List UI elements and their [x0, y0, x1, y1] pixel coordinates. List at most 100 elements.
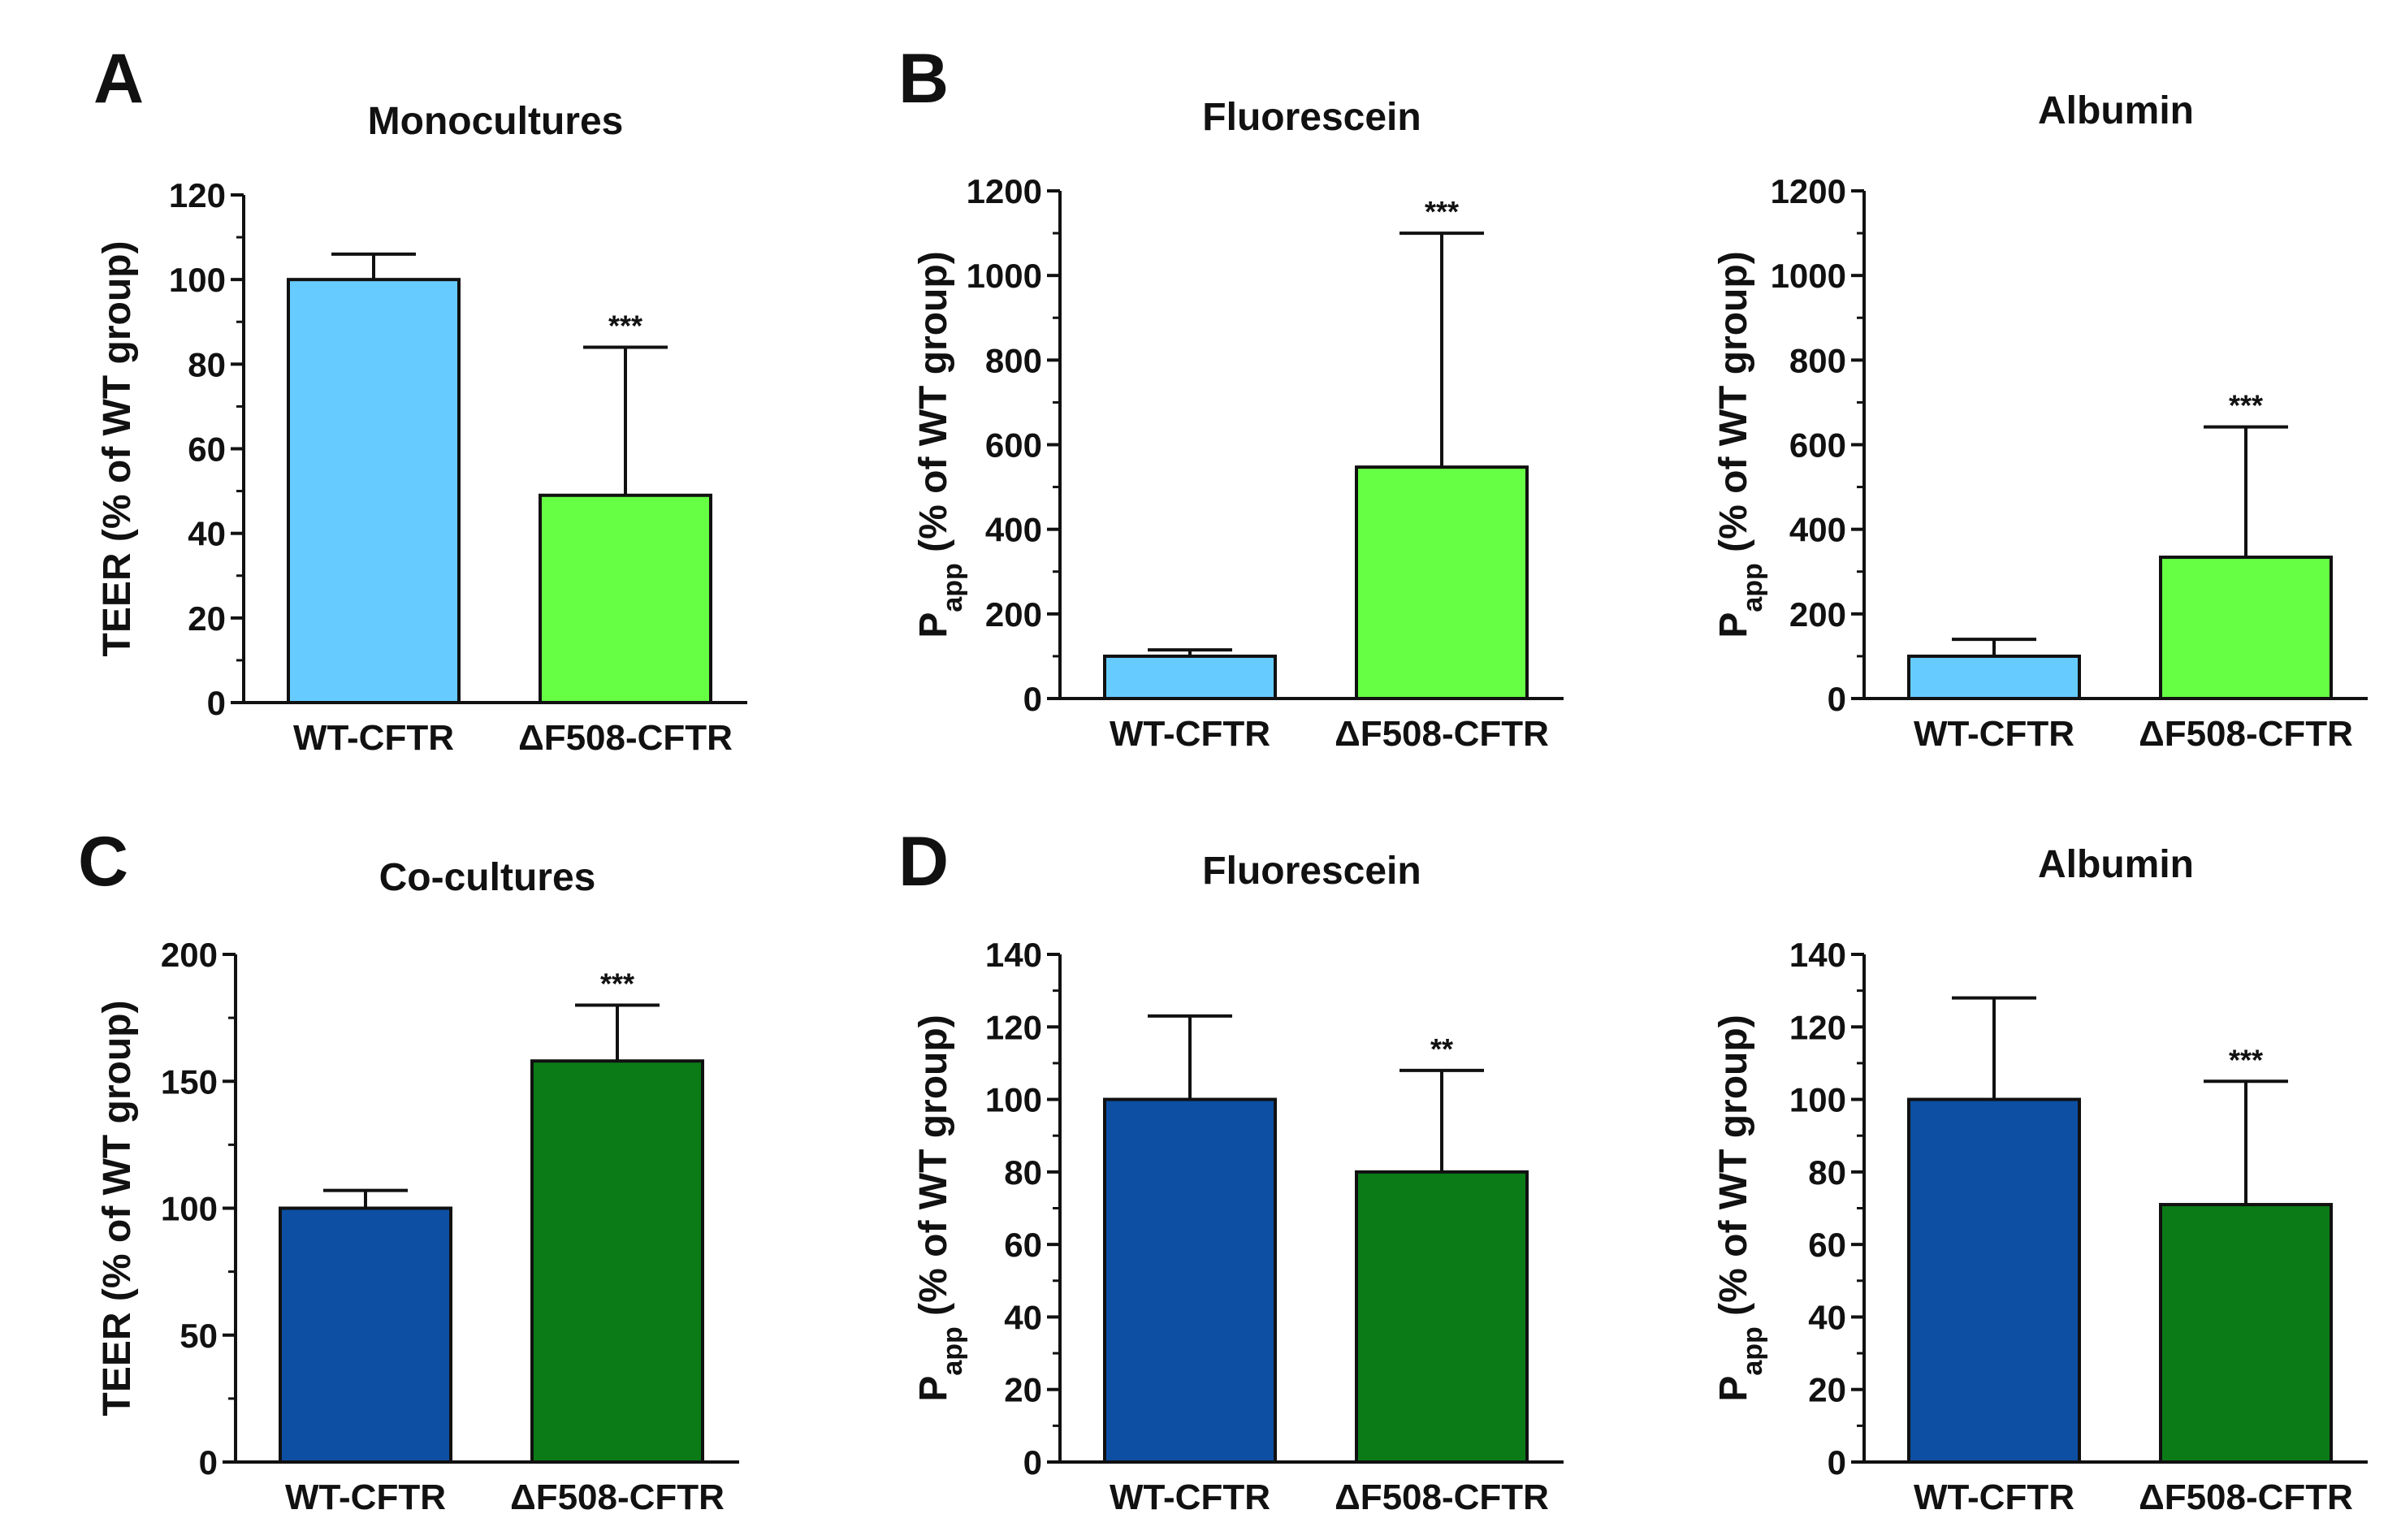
y-axis-label: Papp (% of WT group): [1712, 1014, 1768, 1401]
y-axis-label-main: P: [1712, 612, 1755, 638]
panel-letter-c: C: [78, 823, 129, 901]
y-axis-label-sub: app: [937, 1326, 968, 1375]
bar: [530, 1059, 704, 1464]
y-tick-label: 1000: [967, 257, 1042, 295]
y-tick-label: 100: [161, 1190, 218, 1228]
x-category-label: ΔF508-CFTR: [1335, 1477, 1549, 1517]
y-tick-label: 120: [1789, 1008, 1846, 1046]
y-tick-label: 140: [1789, 936, 1846, 974]
y-axis-label-rest: (% of WT group): [1712, 251, 1755, 563]
x-category-label: ΔF508-CFTR: [1335, 714, 1549, 754]
x-category-label: WT-CFTR: [293, 718, 454, 758]
panel-letter-b: B: [898, 40, 950, 118]
y-tick-label: 60: [1808, 1226, 1846, 1264]
y-tick-label: 140: [985, 936, 1042, 974]
y-tick-label: 40: [188, 515, 226, 553]
y-tick-label: 20: [1004, 1371, 1042, 1409]
y-tick-label: 0: [1023, 680, 1042, 718]
y-tick-label: 100: [985, 1081, 1042, 1119]
y-tick-label: 400: [1789, 511, 1846, 549]
y-axis-label-rest: (% of WT group): [912, 1014, 955, 1326]
bar: [1907, 654, 2081, 701]
x-category-label: ΔF508-CFTR: [2139, 714, 2353, 754]
chart-fluorescein-cocultures: Fluorescein 0 20 40 60 80 100 120 140 Papp (% of …: [912, 850, 1564, 1517]
y-tick-label: 600: [1789, 426, 1846, 465]
y-tick-label: 20: [188, 599, 226, 638]
panel-letter-a: A: [93, 40, 145, 118]
x-category-label: WT-CFTR: [285, 1477, 446, 1517]
chart-albumin-cocultures: Albumin 0 20 40 60 80 100 120 140 Papp (% of WT g…: [1712, 843, 2368, 1517]
x-category-label: WT-CFTR: [1914, 1477, 2074, 1517]
y-tick-label: 1000: [1771, 257, 1846, 295]
y-tick-label: 0: [199, 1443, 218, 1482]
significance-label: ***: [608, 309, 642, 343]
bar: [1103, 654, 1277, 701]
chart-title: Fluorescein: [1202, 850, 1421, 893]
bar: [539, 493, 712, 705]
significance-label: ***: [600, 967, 634, 1001]
bar: [2159, 1203, 2333, 1464]
chart-title: Albumin: [2038, 843, 2194, 886]
y-tick-label: 100: [169, 261, 226, 299]
y-tick-label: 200: [161, 936, 218, 974]
significance-label: ***: [2229, 389, 2263, 422]
y-tick-label: 120: [169, 176, 226, 214]
x-category-label: WT-CFTR: [1110, 1477, 1270, 1517]
y-axis-label-sub: app: [1737, 563, 1768, 612]
y-tick-label: 80: [1004, 1153, 1042, 1192]
y-tick-label: 20: [1808, 1371, 1846, 1409]
bar: [2159, 556, 2333, 701]
y-tick-label: 80: [1808, 1153, 1846, 1192]
y-axis-label-sub: app: [937, 563, 968, 612]
y-axis-label: Papp (% of WT group): [912, 251, 968, 638]
y-axis-label-main: P: [912, 1376, 955, 1402]
y-tick-label: 1200: [1771, 172, 1846, 210]
y-tick-label: 200: [985, 595, 1042, 634]
chart-title: Albumin: [2038, 89, 2194, 132]
y-tick-label: 120: [985, 1008, 1042, 1046]
y-axis-label-rest: (% of WT group): [912, 251, 955, 563]
chart-albumin-monocultures: Albumin 0 200 400 600 800 1000 1200 Papp (% of W…: [1712, 89, 2368, 754]
y-tick-label: 400: [985, 511, 1042, 549]
chart-title: Co-cultures: [379, 856, 596, 899]
significance-label: **: [1430, 1032, 1453, 1066]
y-tick-label: 40: [1004, 1298, 1042, 1336]
bar: [1907, 1097, 2081, 1464]
y-tick-label: 0: [207, 684, 226, 722]
y-tick-label: 0: [1828, 680, 1846, 718]
chart-cocultures-teer: Co-cultures 0 50 100 150 200 TEER (% of WT gro…: [96, 856, 739, 1517]
chart-title: Monocultures: [368, 100, 624, 143]
bar: [287, 278, 461, 704]
y-tick-label: 40: [1808, 1298, 1846, 1336]
y-tick-label: 80: [188, 345, 226, 383]
y-axis-label-main: P: [1712, 1376, 1755, 1402]
y-axis-label: TEER (% of WT group): [96, 1001, 139, 1417]
y-tick-label: 1200: [967, 172, 1042, 210]
y-axis-label-sub: app: [1737, 1326, 1768, 1375]
y-tick-label: 0: [1828, 1443, 1846, 1482]
chart-title: Fluorescein: [1202, 96, 1421, 139]
x-category-label: WT-CFTR: [1914, 714, 2074, 754]
y-tick-label: 200: [1789, 595, 1846, 634]
chart-fluorescein-monocultures: Fluorescein 0 200 400 600 800 1000 1200 Papp (% …: [912, 96, 1564, 754]
chart-monocultures-teer: Monocultures 0 20 40 60 80 100 120 TEER (% of WT…: [96, 100, 747, 758]
y-axis-label: TEER (% of WT group): [96, 241, 139, 657]
x-category-label: WT-CFTR: [1110, 714, 1270, 754]
significance-label: ***: [1425, 195, 1459, 228]
bar: [1355, 465, 1529, 701]
y-tick-label: 0: [1023, 1443, 1042, 1482]
y-tick-label: 600: [985, 426, 1042, 465]
y-tick-label: 60: [1004, 1226, 1042, 1264]
x-category-label: ΔF508-CFTR: [518, 718, 733, 758]
x-category-label: ΔF508-CFTR: [510, 1477, 725, 1517]
y-tick-label: 50: [180, 1317, 218, 1355]
panel-letter-d: D: [898, 823, 950, 901]
x-category-label: ΔF508-CFTR: [2139, 1477, 2353, 1517]
y-axis-label: Papp (% of WT group): [912, 1014, 968, 1401]
y-tick-label: 60: [188, 430, 226, 469]
bar: [1355, 1170, 1529, 1464]
y-axis-label-main: P: [912, 612, 955, 638]
y-tick-label: 100: [1789, 1081, 1846, 1119]
y-tick-label: 150: [161, 1062, 218, 1101]
y-tick-label: 800: [985, 341, 1042, 379]
